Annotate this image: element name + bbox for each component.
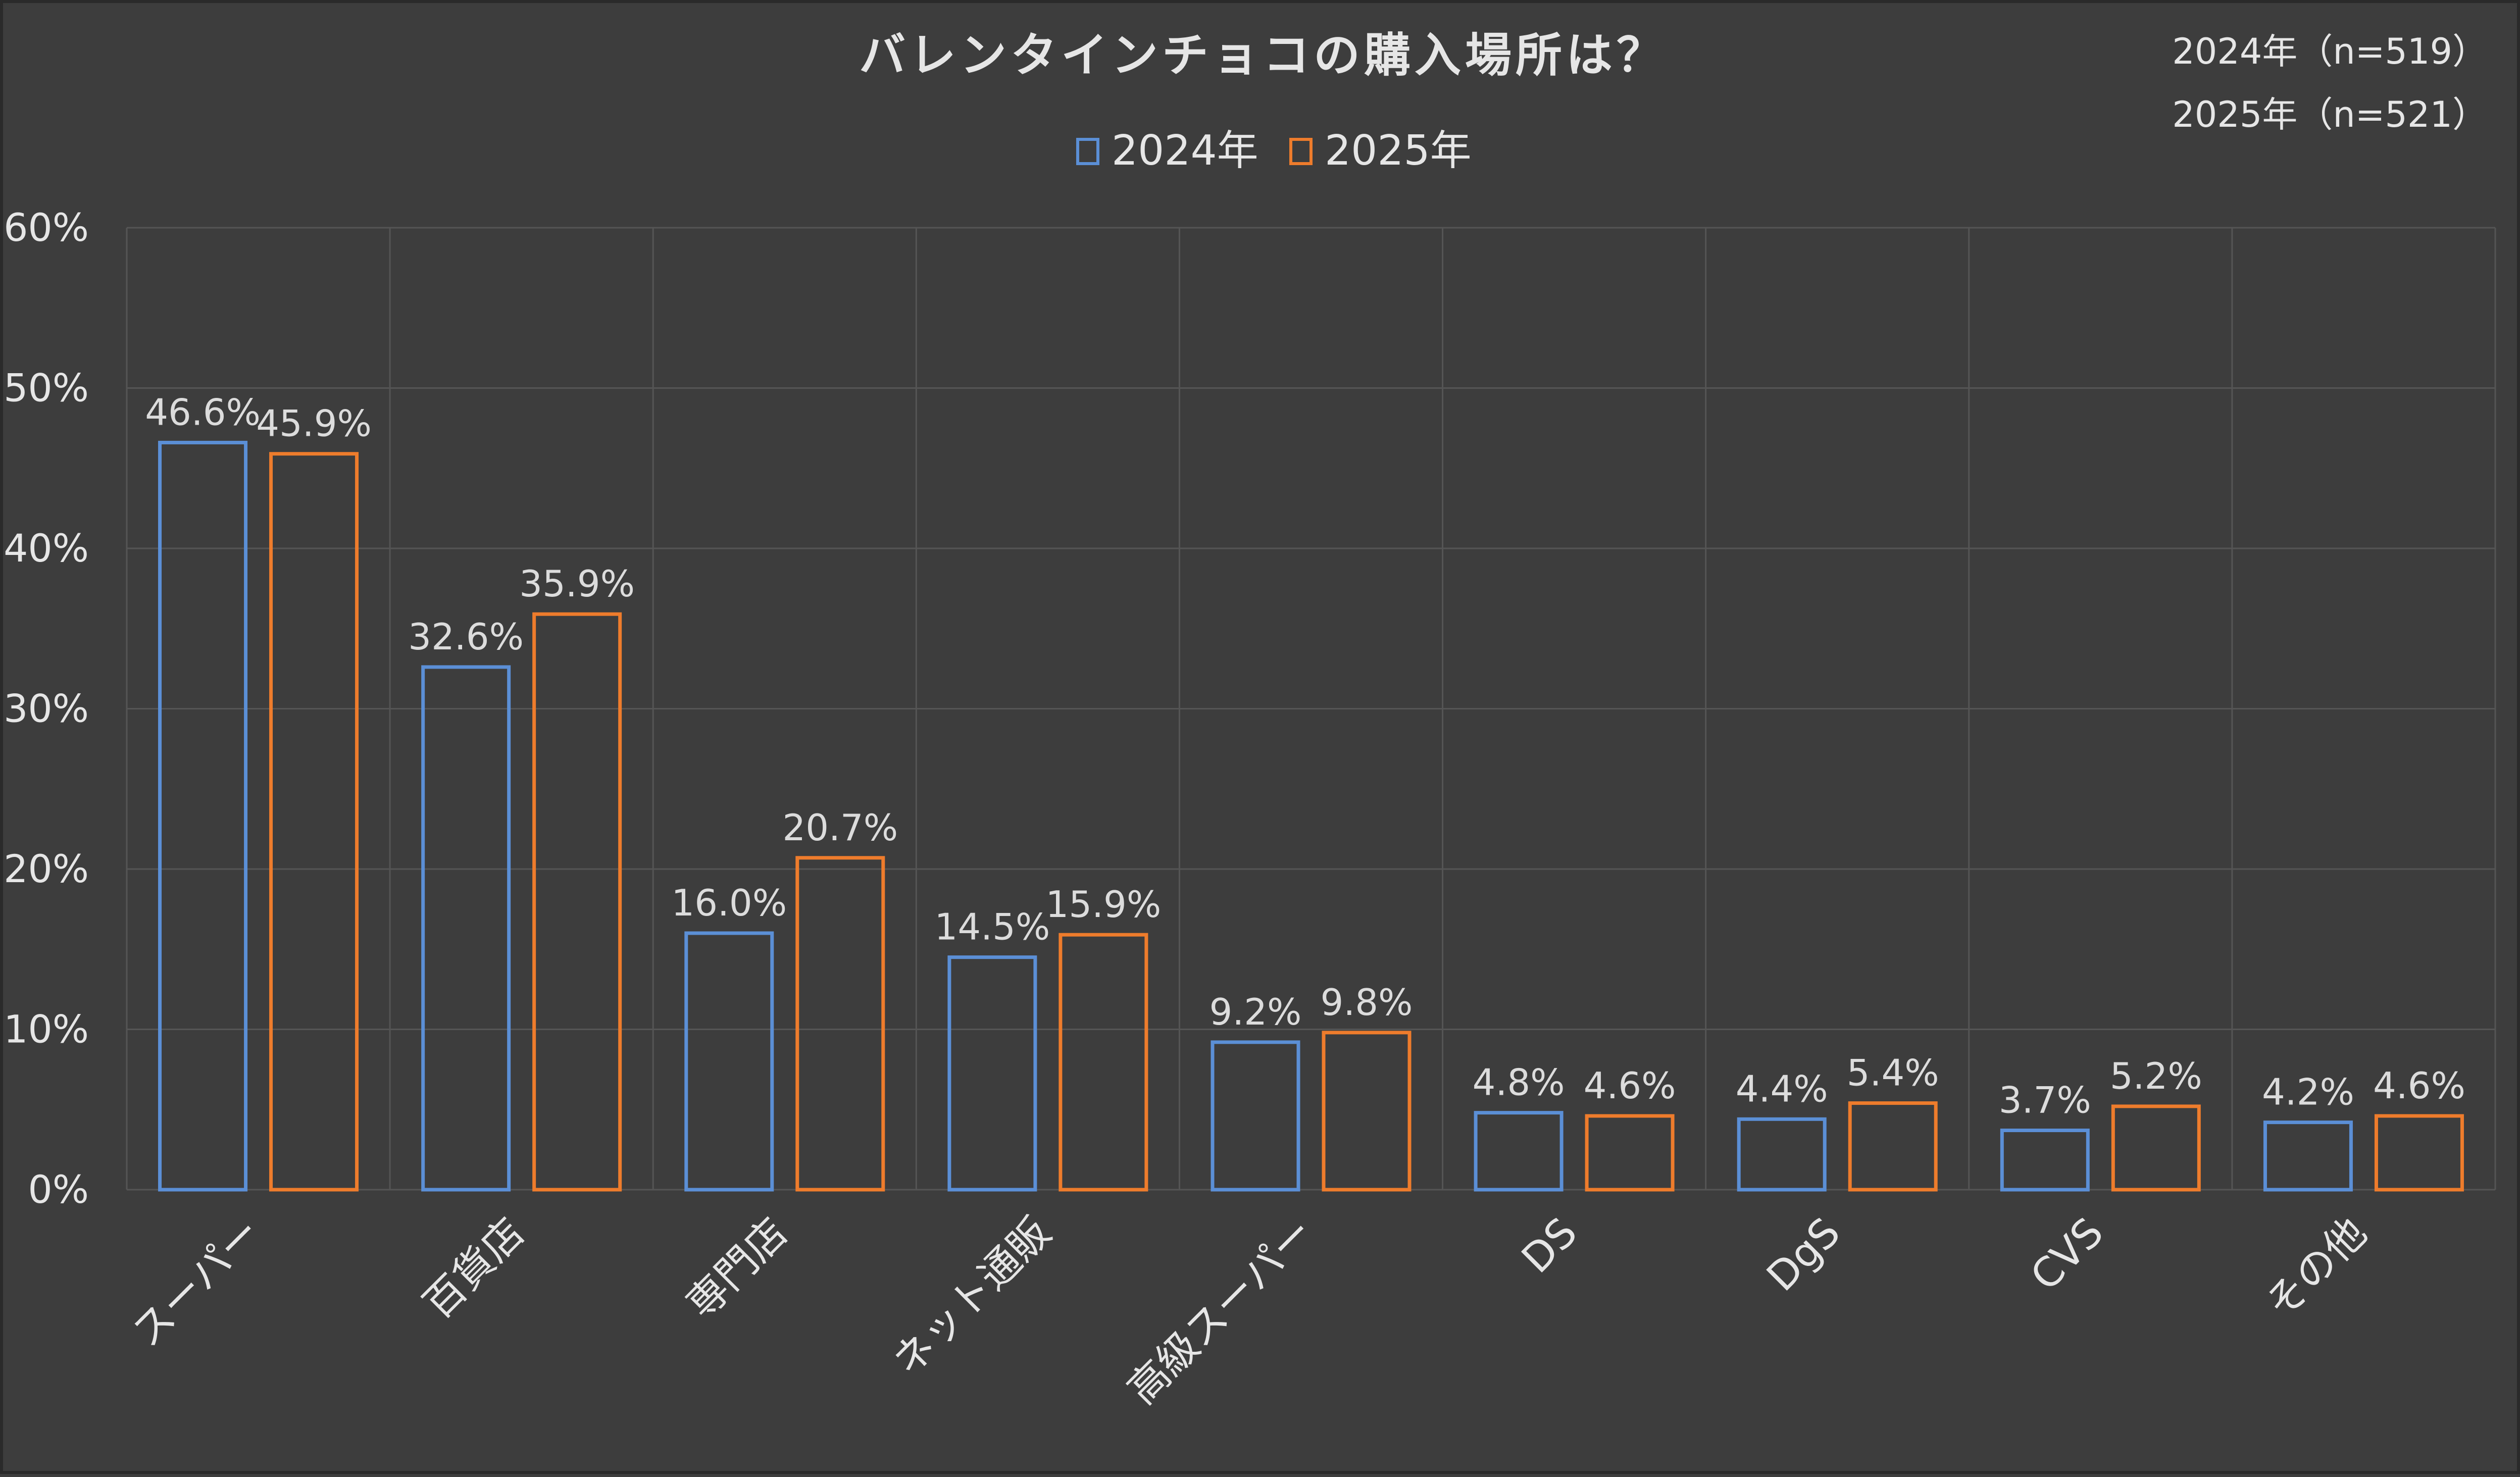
bar-2025 bbox=[2111, 1104, 2201, 1192]
bar-2024 bbox=[158, 440, 248, 1192]
x-category-label: その他 bbox=[2256, 1209, 2375, 1328]
bar-2024 bbox=[421, 665, 511, 1192]
bar-2024 bbox=[1211, 1040, 1300, 1192]
y-tick-label: 40% bbox=[4, 526, 89, 571]
bar-2025 bbox=[795, 856, 885, 1192]
data-label: 4.6% bbox=[2373, 1064, 2465, 1107]
bar-chart: 46.6%45.9% 32.6% 35.9% 16.0% 20.7% 14.5%15.9%… bbox=[4, 28, 2496, 1413]
data-label: 9.2% bbox=[1209, 991, 1302, 1033]
axis-layer: 0% 10% 20% 30% 40% 50% 60% スーパー 百貨店 専門店 ネット通販 高級スーパ… bbox=[4, 205, 2376, 1413]
data-label: 9.8% bbox=[1321, 981, 1413, 1024]
data-label: 5.2% bbox=[2110, 1055, 2202, 1097]
data-label: 14.5% bbox=[935, 906, 1050, 948]
legend-swatch-2024 bbox=[1076, 138, 1099, 165]
bar-2025 bbox=[1848, 1101, 1938, 1192]
y-tick-label: 20% bbox=[4, 846, 89, 891]
data-label: 4.2% bbox=[2262, 1071, 2354, 1113]
data-label: 4.6% bbox=[1584, 1064, 1676, 1107]
legend: 2024年 2025年 bbox=[1076, 127, 1472, 175]
data-label: 45.9% bbox=[256, 402, 372, 445]
x-category-label: 専門店 bbox=[678, 1209, 796, 1328]
bar-2024 bbox=[2263, 1121, 2353, 1192]
data-label: 46.6% bbox=[145, 391, 261, 433]
bar-2025 bbox=[1322, 1031, 1412, 1192]
data-label: 5.4% bbox=[1847, 1052, 1939, 1094]
bar-2025 bbox=[1585, 1114, 1675, 1192]
chart-title: バレンタインチョコの購入場所は？ bbox=[859, 28, 1667, 82]
data-label: 3.7% bbox=[1999, 1079, 2091, 1122]
data-label: 15.9% bbox=[1046, 883, 1162, 926]
x-category-label: CVS bbox=[2022, 1209, 2112, 1300]
x-category-label: 百貨店 bbox=[415, 1209, 533, 1328]
labels-layer: 46.6%45.9% 32.6% 35.9% 16.0% 20.7% 14.5%15.9%… bbox=[145, 391, 2465, 1121]
bar-2024 bbox=[947, 955, 1037, 1192]
x-category-label: DgS bbox=[1758, 1209, 1849, 1300]
sample-note-2024: 2024年（n=519） bbox=[2172, 31, 2488, 72]
y-tick-label: 30% bbox=[4, 686, 89, 731]
bar-2025 bbox=[532, 612, 622, 1192]
y-tick-label: 50% bbox=[4, 366, 89, 411]
grid-layer bbox=[126, 227, 2496, 1191]
y-tick-label: 0% bbox=[28, 1167, 89, 1212]
sample-note-2025: 2025年（n=521） bbox=[2172, 94, 2488, 135]
data-label: 4.4% bbox=[1736, 1067, 1828, 1110]
legend-label-2025: 2025年 bbox=[1325, 127, 1472, 175]
x-category-label: ネット通販 bbox=[884, 1209, 1060, 1385]
data-label: 4.8% bbox=[1473, 1061, 1565, 1104]
bars-layer bbox=[158, 440, 2464, 1192]
x-category-label: 高級スーパー bbox=[1119, 1209, 1323, 1413]
y-tick-label: 60% bbox=[4, 205, 89, 250]
bar-2024 bbox=[684, 931, 774, 1192]
legend-label-2024: 2024年 bbox=[1112, 127, 1258, 175]
data-label: 16.0% bbox=[671, 882, 787, 924]
y-tick-label: 10% bbox=[4, 1007, 89, 1052]
data-label: 32.6% bbox=[408, 616, 524, 658]
legend-swatch-2025 bbox=[1289, 138, 1313, 165]
bar-2024 bbox=[2000, 1129, 2090, 1192]
data-label: 20.7% bbox=[782, 806, 898, 849]
bar-2024 bbox=[1474, 1111, 1564, 1192]
data-label: 35.9% bbox=[519, 563, 635, 605]
x-category-label: スーパー bbox=[123, 1209, 270, 1356]
bar-2024 bbox=[1737, 1117, 1827, 1192]
bar-2025 bbox=[1059, 933, 1148, 1192]
x-category-label: DS bbox=[1513, 1209, 1586, 1282]
bar-2025 bbox=[269, 452, 359, 1192]
bar-2025 bbox=[2374, 1114, 2464, 1192]
